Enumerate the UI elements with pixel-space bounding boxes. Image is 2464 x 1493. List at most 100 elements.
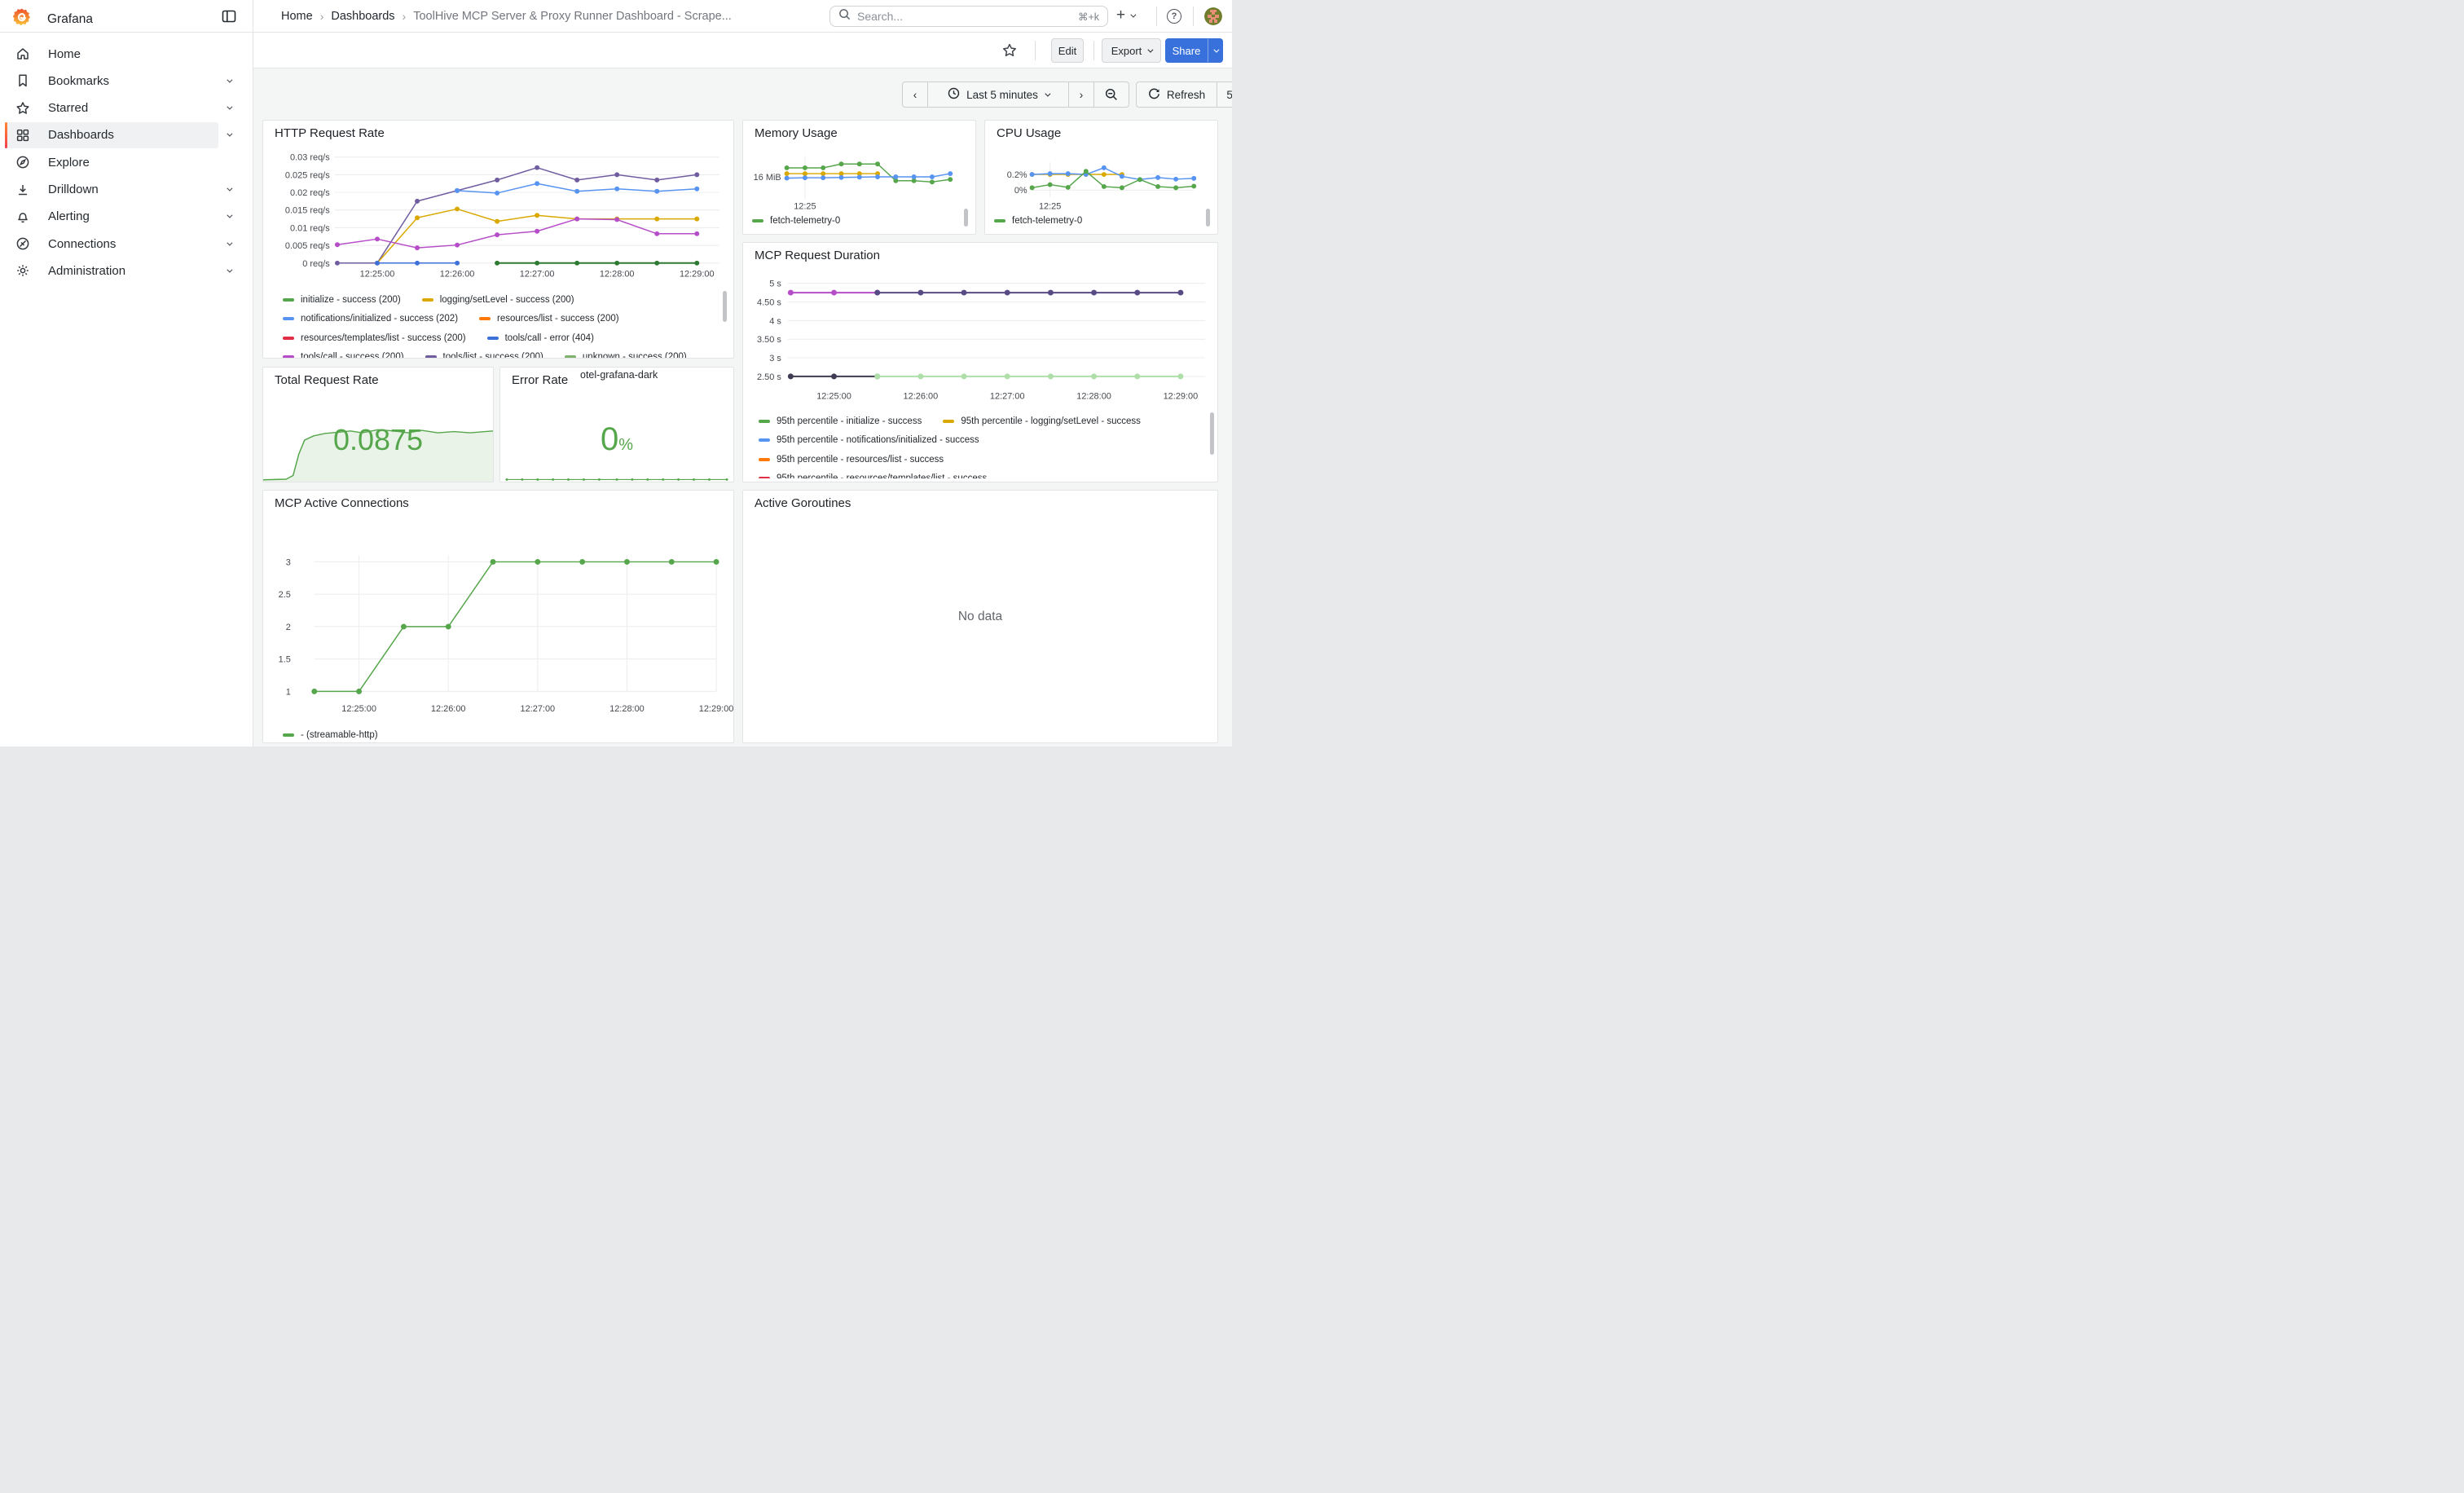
stat-value: 0.0875 [332,423,424,456]
legend-scrollbar[interactable] [964,209,968,227]
svg-text:2.5: 2.5 [279,590,291,600]
legend-item[interactable]: fetch-telemetry-0 [994,216,1082,226]
share-button[interactable]: Share [1165,38,1208,63]
legend-item[interactable]: tools/call - success (200) [283,352,404,358]
plus-icon: + [1116,7,1126,24]
time-back-button[interactable]: ‹ [902,81,928,108]
legend-item[interactable]: 95th percentile - logging/setLevel - suc… [943,416,1141,426]
time-range-picker[interactable]: Last 5 minutes [927,81,1069,108]
legend-item[interactable]: - (streamable-http) [283,730,378,740]
legend-item[interactable]: logging/setLevel - success (200) [421,295,574,305]
legend-item[interactable]: 95th percentile - notifications/initiali… [759,435,979,445]
panel-title[interactable]: Total Request Rate [275,373,379,387]
breadcrumb-dashboards[interactable]: Dashboards [331,10,395,23]
expand-chevron-icon[interactable] [220,209,236,225]
avatar[interactable] [1204,7,1222,25]
svg-text:12:29:00: 12:29:00 [1164,392,1199,402]
sidebar-item-administration[interactable]: Administration [5,258,244,284]
svg-text:0.03 req/s: 0.03 req/s [290,153,330,163]
svg-text:0 req/s: 0 req/s [302,259,330,269]
search-icon [838,8,851,24]
export-button[interactable]: Export [1102,38,1161,63]
favorite-star-icon[interactable] [1002,43,1017,62]
legend-item[interactable]: notifications/initialized - success (202… [283,314,458,324]
svg-text:3: 3 [286,557,291,567]
expand-chevron-icon[interactable] [220,127,236,143]
share-dropdown-button[interactable] [1208,38,1223,63]
panel-title[interactable]: Active Goroutines [755,496,851,510]
legend-item[interactable]: 95th percentile - resources/templates/li… [759,473,987,478]
help-button[interactable]: ? [1167,9,1181,24]
svg-text:12:28:00: 12:28:00 [609,704,645,714]
panel-cpu-usage[interactable]: CPU Usage 0.2% 0% 12:25 fetch-telemetry-0 [984,120,1218,235]
svg-text:2: 2 [286,623,291,632]
divider [1193,7,1194,26]
panel-http-request-rate[interactable]: HTTP Request Rate 0 req/s 0.005 req/s 0.01… [262,120,734,359]
bookmarks-icon [15,73,30,88]
dashboard-toolbar: Edit Export Share [253,33,1232,68]
panel-title[interactable]: Memory Usage [755,126,838,140]
refresh-controls: Refresh 5s [1136,81,1232,108]
top-nav: Grafana Home › Dashboards › ToolHive MCP… [0,0,1232,33]
svg-text:12:25:00: 12:25:00 [360,270,395,280]
legend-item[interactable]: initialize - success (200) [283,295,401,305]
panel-title[interactable]: CPU Usage [997,126,1062,140]
breadcrumb-home[interactable]: Home [281,10,313,23]
svg-text:12:25:00: 12:25:00 [816,392,851,402]
refresh-interval-label: 5s [1226,88,1232,101]
breadcrumb-current: ToolHive MCP Server & Proxy Runner Dashb… [413,10,732,23]
search-input[interactable]: Search... ⌘+k [829,6,1108,27]
sidebar-item-starred[interactable]: Starred [5,95,244,121]
svg-text:12:29:00: 12:29:00 [699,704,733,714]
sidebar-item-label: Connections [48,236,117,251]
sidebar-item-bookmarks[interactable]: Bookmarks [5,68,244,94]
memory-usage-chart: 16 MiB 12:25 [754,156,953,211]
panel-error-rate[interactable]: Error Rate otel-grafana-dark 0% [499,367,734,482]
expand-chevron-icon[interactable] [220,262,236,279]
panel-memory-usage[interactable]: Memory Usage 16 MiB 12:25 fetch-telemetry… [742,120,976,235]
legend-scrollbar[interactable] [723,291,727,322]
panel-active-goroutines[interactable]: Active Goroutines No data [742,490,1218,743]
legend-item[interactable]: resources/list - success (200) [479,314,619,324]
brand[interactable]: Grafana [12,7,93,31]
expand-chevron-icon[interactable] [220,73,236,89]
legend-scrollbar[interactable] [1210,412,1214,455]
breadcrumb-separator: › [319,10,324,23]
legend-scrollbar[interactable] [1206,209,1210,227]
sidebar-item-connections[interactable]: Connections [5,231,244,257]
legend-item[interactable]: fetch-telemetry-0 [752,216,840,226]
sidebar-item-alerting[interactable]: Alerting [5,204,244,230]
sidebar-toggle-icon[interactable] [222,9,236,24]
zoom-out-button[interactable] [1093,81,1129,108]
panel-total-request-rate[interactable]: Total Request Rate 0.0875 [262,367,494,482]
legend-item[interactable]: resources/templates/list - success (200) [283,333,466,343]
legend-item[interactable]: 95th percentile - resources/list - succe… [759,455,944,465]
panel-title[interactable]: Error Rate [512,373,569,387]
stat-value: 0% [600,421,634,457]
expand-chevron-icon[interactable] [220,236,236,252]
sidebar-item-explore[interactable]: Explore [5,149,244,175]
sidebar-item-home[interactable]: Home [5,41,244,67]
refresh-interval-picker[interactable]: 5s [1217,81,1232,108]
chart-legend: fetch-telemetry-0 [994,211,1201,234]
legend-item[interactable]: tools/list - success (200) [425,352,543,358]
edit-button[interactable]: Edit [1051,38,1084,63]
add-new-button[interactable]: + [1116,7,1137,24]
panel-mcp-request-duration[interactable]: MCP Request Duration 5 s 4.50 s 4 s 3.50 s 3… [742,242,1218,482]
sidebar-item-drilldown[interactable]: Drilldown [5,177,244,203]
sidebar-item-dashboards[interactable]: Dashboards [5,121,244,148]
http-request-rate-chart: 0 req/s 0.005 req/s 0.01 req/s 0.015 req/s 0… [285,153,720,280]
legend-item[interactable]: 95th percentile - initialize - success [759,416,922,426]
panel-title[interactable]: MCP Request Duration [755,249,880,262]
legend-item[interactable]: unknown - success (200) [564,352,687,358]
expand-chevron-icon[interactable] [220,182,236,198]
legend-item[interactable]: tools/call - error (404) [486,333,594,343]
panel-title[interactable]: HTTP Request Rate [275,126,385,140]
panel-mcp-active-connections[interactable]: MCP Active Connections 3 2.5 2 1.5 1 12:25:00… [262,490,734,743]
grafana-logo-icon [12,7,32,31]
refresh-button[interactable]: Refresh [1136,81,1217,108]
panel-title[interactable]: MCP Active Connections [275,496,409,510]
svg-text:2.50 s: 2.50 s [757,372,781,382]
time-forward-button[interactable]: › [1068,81,1094,108]
expand-chevron-icon[interactable] [220,100,236,117]
